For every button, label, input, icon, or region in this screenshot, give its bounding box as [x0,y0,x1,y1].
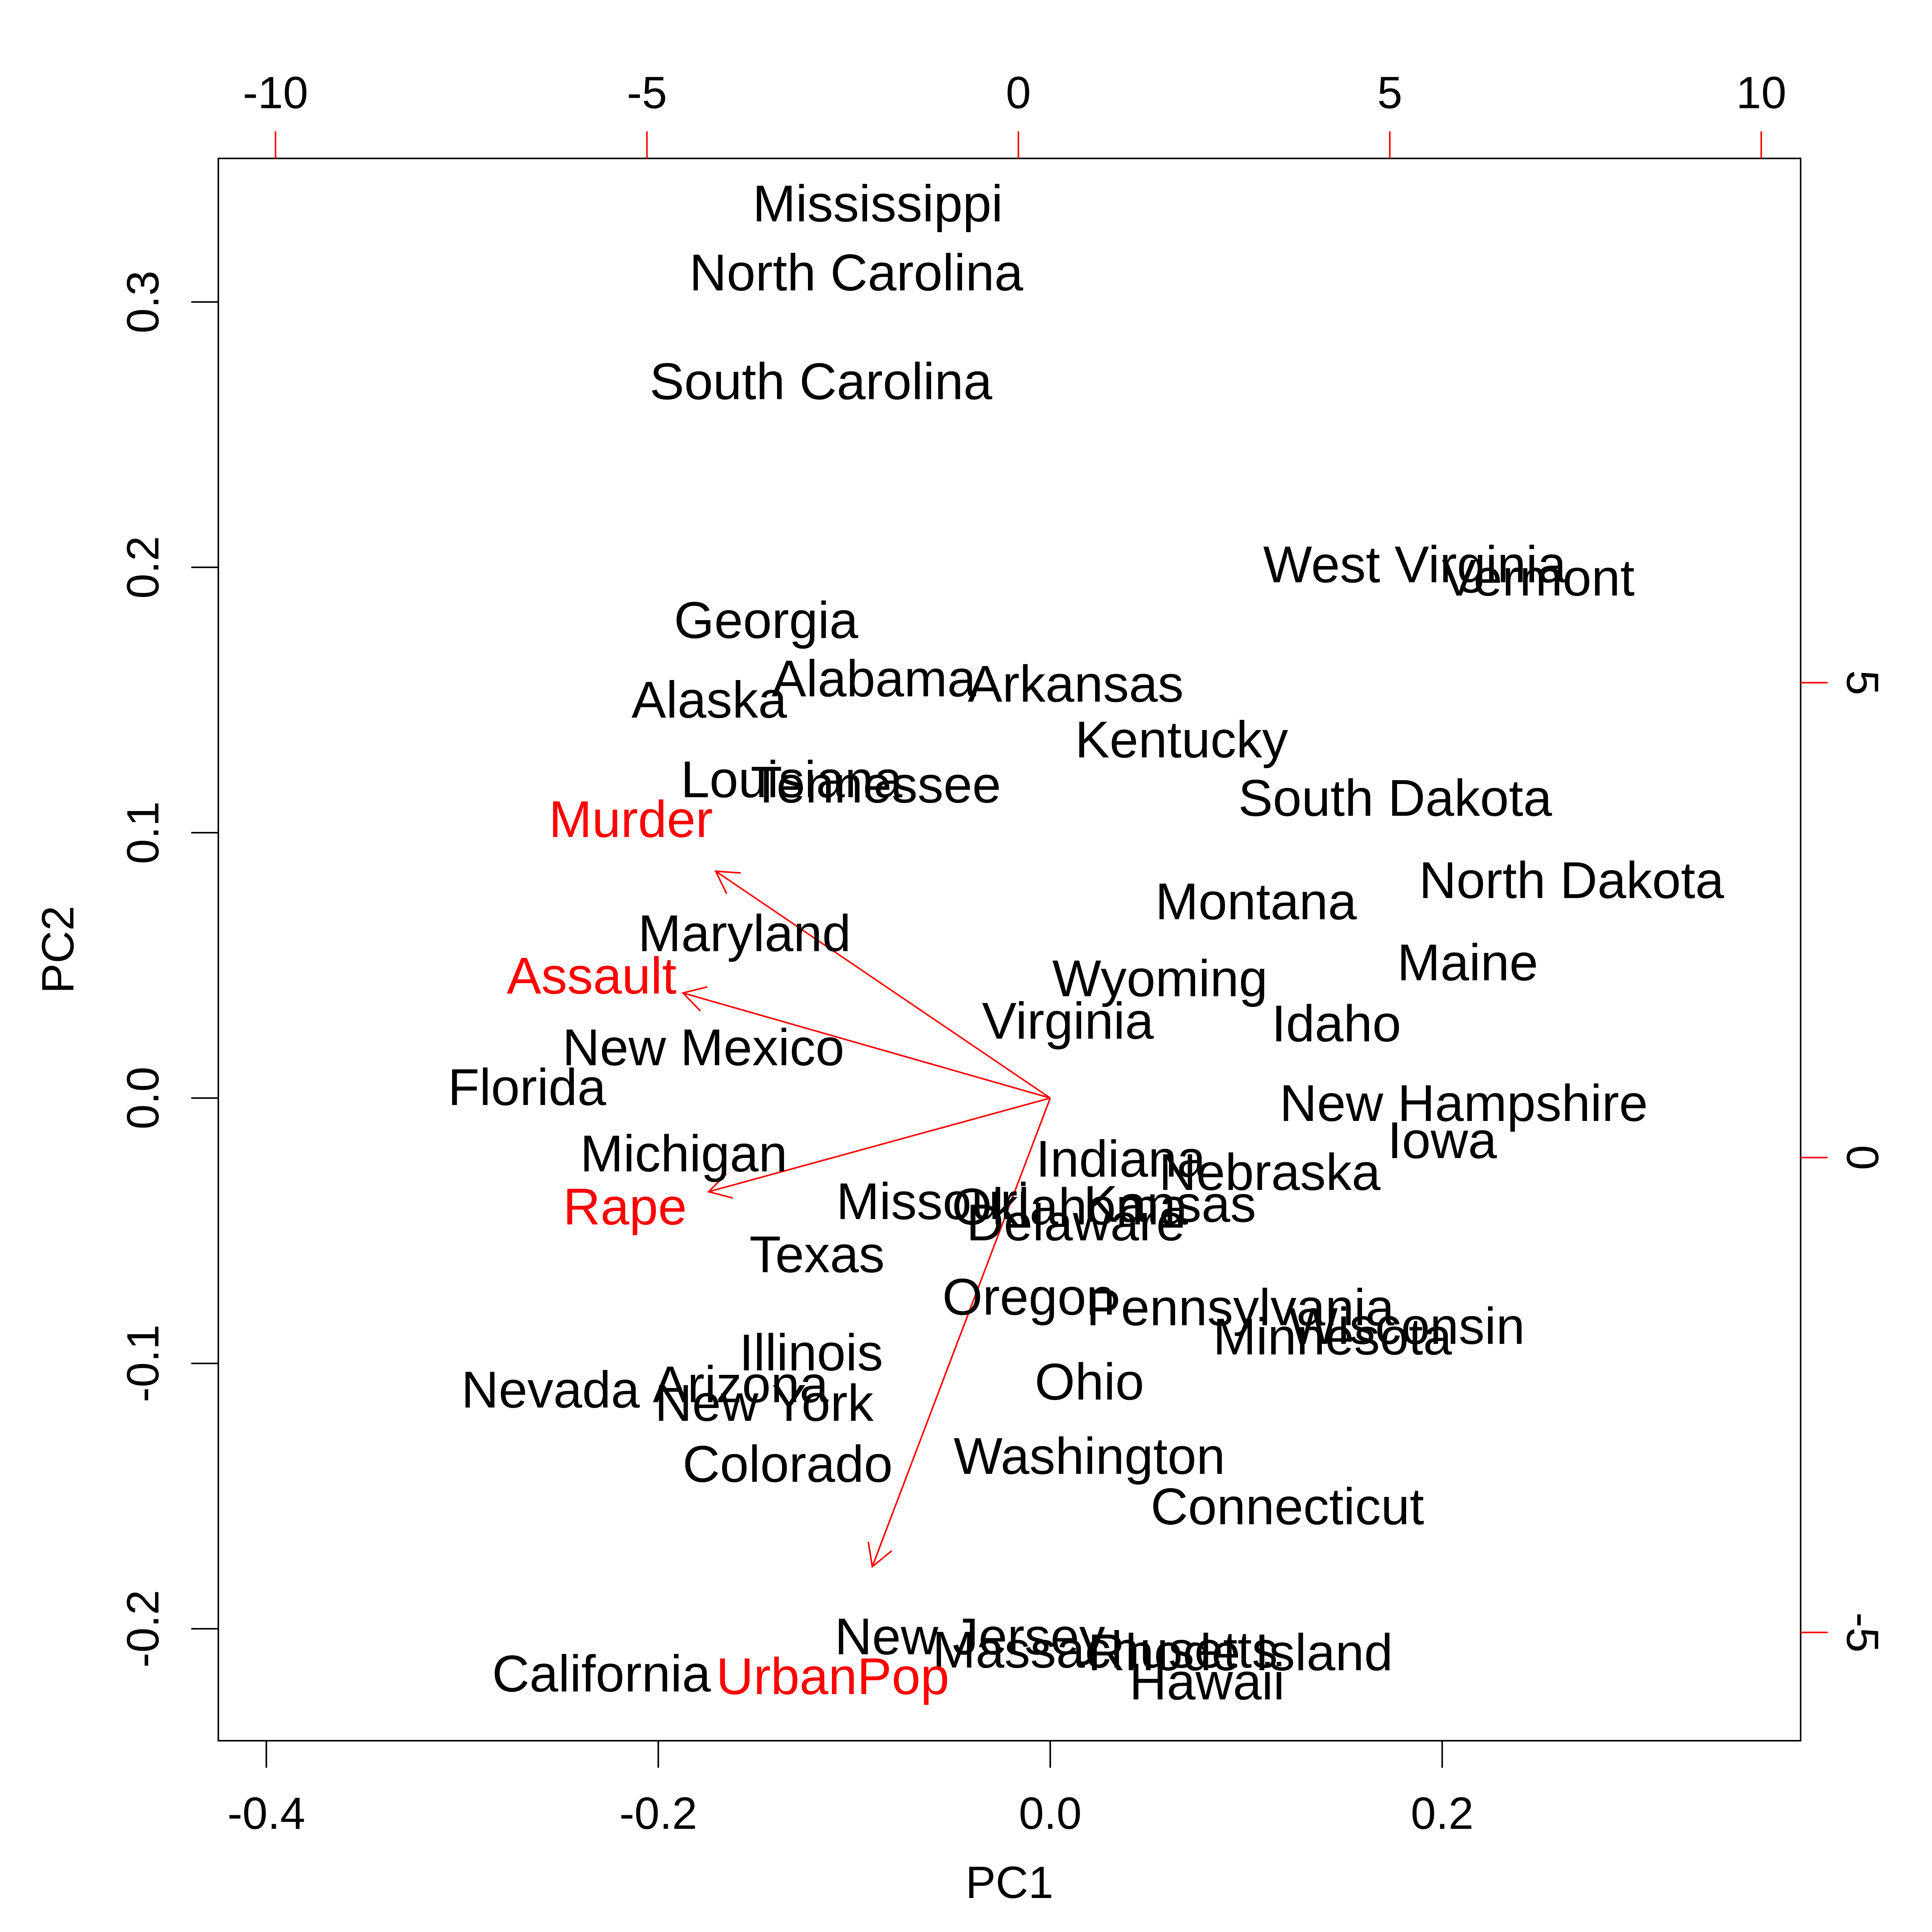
observation-label: Rhode Island [1088,1624,1393,1682]
y-axis-label: PC2 [32,906,83,994]
arrow-head [707,1173,733,1199]
observation-label: Texas [749,1226,884,1283]
observation-label: Colorado [682,1435,893,1493]
top-tick-label: -5 [627,67,667,118]
observation-label: Montana [1155,873,1357,930]
observation-label: Florida [448,1059,606,1116]
y-tick-label: 0.0 [117,1066,168,1129]
observation-label: New Mexico [562,1019,844,1077]
observation-label: Alaska [631,671,787,729]
right-tick-label: 0 [1837,1145,1888,1170]
observation-label: Nebraska [1159,1144,1381,1201]
observation-label: Connecticut [1151,1478,1424,1536]
observation-label: Michigan [580,1125,787,1182]
arrow-head [867,1542,893,1568]
observation-label: Washington [954,1427,1225,1485]
observation-label: Delaware [966,1194,1185,1252]
observation-label: Alabama [772,650,976,707]
observation-label: Indiana [1036,1130,1206,1188]
variable-label: Murder [549,791,713,848]
arrow-head [714,870,741,894]
observation-label: Illinois [739,1324,883,1381]
observation-label: Virginia [982,992,1154,1050]
y-tick-label: 0.1 [117,801,168,864]
variable-arrow [715,870,1051,1099]
observation-label: Arkansas [968,655,1184,713]
observation-label: Kentucky [1075,711,1288,769]
right-tick-label: 5 [1837,670,1888,695]
observation-label: North Carolina [689,244,1023,301]
observation-label: North Dakota [1419,852,1724,909]
x-tick-label: -0.4 [227,1788,305,1838]
observation-label: Oregon [942,1268,1115,1326]
right-tick-label: -5 [1837,1612,1888,1653]
observation-label: Minnesota [1213,1308,1452,1366]
variable-label: Rape [563,1178,687,1236]
observation-label: Missouri [836,1173,1029,1230]
variable-label: Assault [507,947,676,1005]
observation-label: New Hampshire [1280,1075,1648,1132]
observation-label: Ohio [1035,1353,1144,1411]
arrow-head [681,986,708,1012]
plot-frame [218,158,1801,1742]
observation-label: Oklahoma [952,1178,1188,1236]
observation-label: Wyoming [1052,950,1267,1007]
observation-label: Idaho [1272,995,1401,1053]
observation-label: Nevada [461,1361,640,1419]
observation-label: Arizona [653,1356,828,1413]
x-tick-label: -0.2 [619,1788,697,1838]
observation-label: Maryland [638,905,851,962]
y-tick-label: -0.1 [117,1325,168,1403]
observation-label: Tennessee [751,756,1001,814]
variable-arrow [682,992,1051,1099]
x-tick-label: 0.0 [1019,1788,1082,1838]
x-tick-label: 0.2 [1411,1788,1474,1838]
variable-label: UrbanPop [716,1648,949,1705]
observation-label: California [492,1645,711,1702]
y-tick-label: -0.2 [117,1590,168,1668]
observation-label: Georgia [674,592,858,649]
top-tick-label: 0 [1006,67,1031,118]
x-axis-label: PC1 [966,1857,1054,1908]
observation-label: Louisiana [681,751,903,808]
observation-label: New Jersey [835,1608,1105,1665]
y-tick-label: 0.2 [117,536,168,599]
observation-label: Wisconsin [1289,1298,1525,1355]
top-tick-label: 5 [1377,67,1402,118]
observation-label: South Dakota [1238,769,1552,827]
observation-label: Kansas [1083,1175,1256,1233]
observation-label: Maine [1397,934,1538,992]
y-tick-label: 0.3 [117,270,168,333]
observation-label: Pennsylvania [1086,1279,1395,1337]
top-tick-label: -10 [243,67,308,118]
variable-arrow [708,1097,1051,1193]
top-tick-label: 10 [1736,67,1786,118]
observation-label: Mississippi [753,175,1003,233]
observation-label: New York [655,1374,874,1432]
observation-label: West Virginia [1263,536,1566,594]
observation-label: Massachusetts [932,1621,1278,1679]
observation-label: Hawaii [1129,1653,1285,1711]
observation-label: Vermont [1442,549,1634,607]
observation-label: Iowa [1388,1112,1497,1169]
observation-label: South Carolina [650,353,992,410]
variable-arrow [871,1098,1051,1567]
